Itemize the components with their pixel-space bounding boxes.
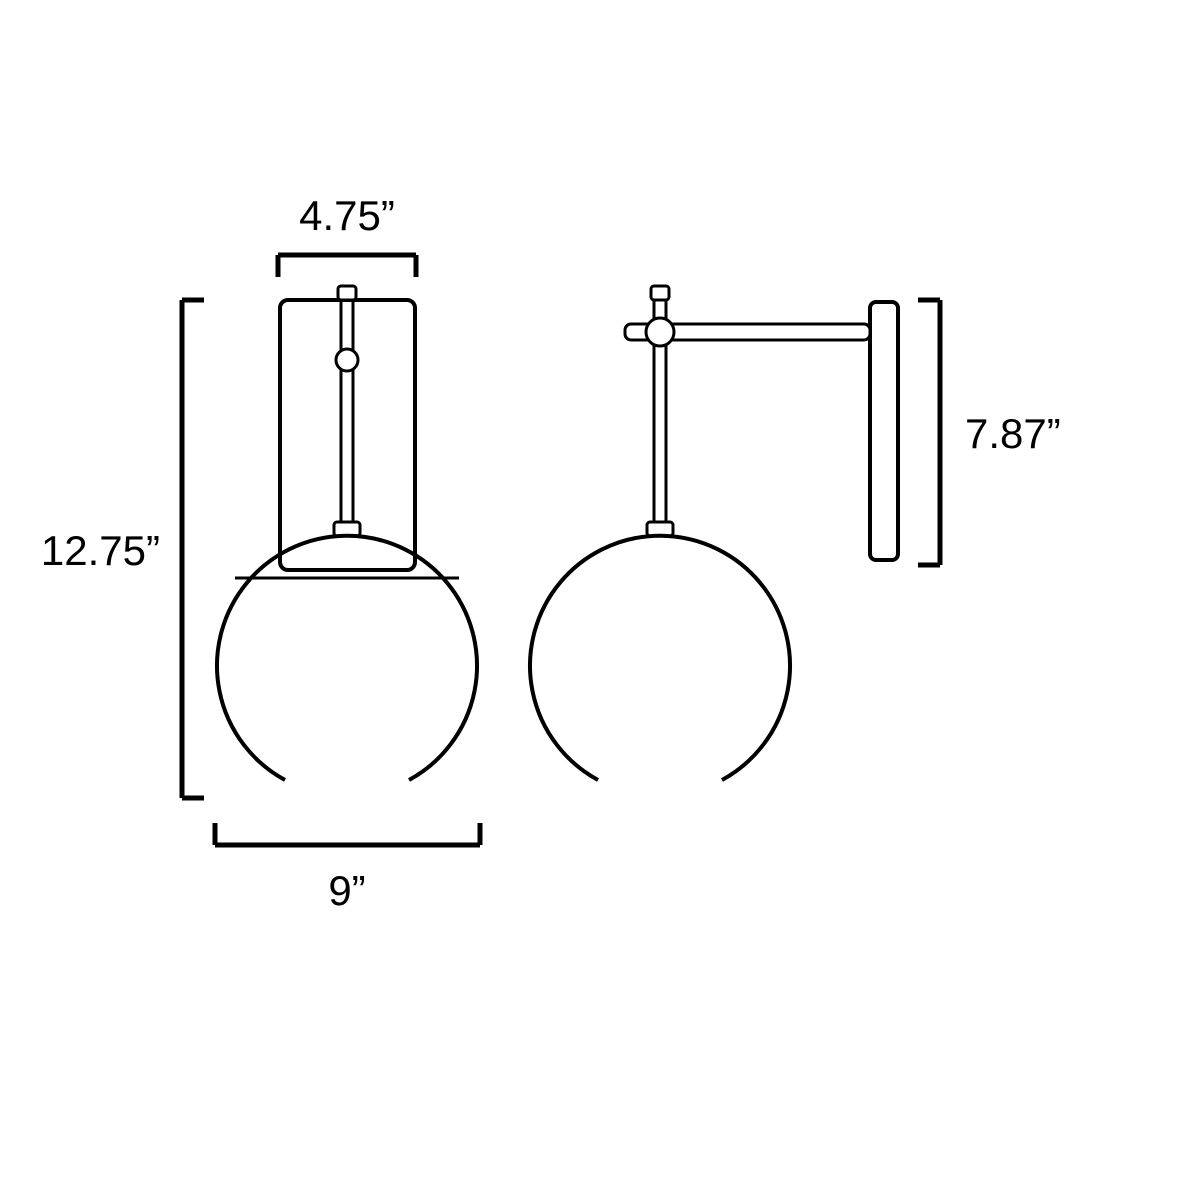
dim-right <box>918 300 940 565</box>
label-left-height: 12.75” <box>41 527 160 574</box>
dimension-diagram: 4.75” 12.75” 9” 7.87” <box>0 0 1200 1200</box>
side-joint <box>646 318 674 346</box>
front-stem-cap <box>338 286 356 300</box>
dim-top <box>278 255 416 277</box>
label-bottom-width: 9” <box>328 867 365 914</box>
side-view <box>530 286 898 780</box>
side-stem-cap <box>651 286 669 300</box>
side-wall-plate <box>870 302 898 560</box>
dim-bottom <box>215 823 480 845</box>
front-joint <box>336 349 358 371</box>
label-right-height: 7.87” <box>965 410 1061 457</box>
front-globe <box>217 536 477 780</box>
front-view <box>217 286 477 780</box>
side-globe <box>530 536 790 780</box>
label-top-width: 4.75” <box>299 192 395 239</box>
dimension-brackets <box>182 255 940 845</box>
dim-left <box>182 300 204 798</box>
